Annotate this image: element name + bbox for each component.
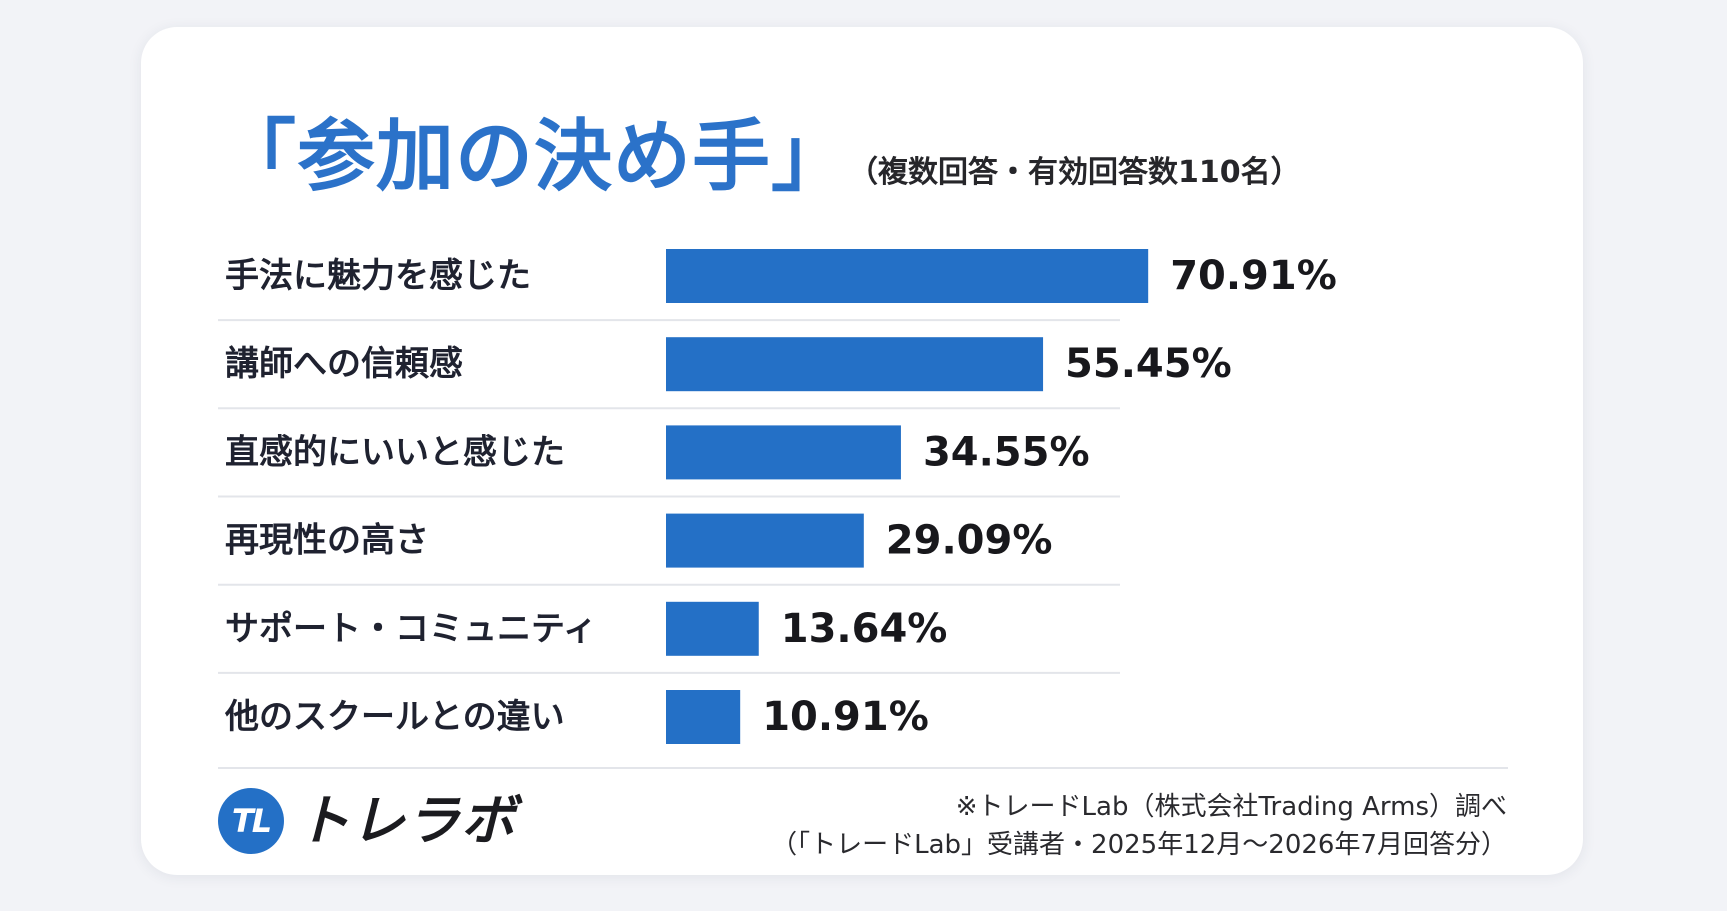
value-label: 70.91% bbox=[1170, 253, 1337, 299]
bar bbox=[666, 513, 864, 568]
bar bbox=[666, 601, 759, 656]
bar bbox=[666, 690, 741, 744]
value-label: 34.55% bbox=[923, 429, 1090, 475]
bar bbox=[666, 337, 1044, 392]
category-label: 講師への信頼感 bbox=[225, 344, 463, 384]
value-label: 55.45% bbox=[1065, 341, 1232, 387]
category-label: 再現性の高さ bbox=[225, 521, 429, 561]
category-label: 直感的にいいと感じた bbox=[225, 432, 565, 472]
footnote-line-2: （「トレードLab」受講者・2025年12月〜2026年7月回答分） bbox=[771, 830, 1507, 860]
bar bbox=[666, 249, 1149, 303]
value-label: 13.64% bbox=[781, 606, 948, 652]
value-label: 29.09% bbox=[886, 518, 1053, 564]
logo-mark-icon: TL bbox=[218, 788, 284, 854]
chart-subtitle: （複数回答・有効回答数110名） bbox=[848, 155, 1301, 190]
value-label: 10.91% bbox=[762, 694, 929, 740]
source-footnote: ※トレードLab（株式会社Trading Arms）調べ （「トレードLab」受… bbox=[771, 788, 1507, 864]
trelabo-logo: TL トレラボ bbox=[218, 786, 516, 856]
logo-text: トレラボ bbox=[296, 789, 516, 852]
category-label: 手法に魅力を感じた bbox=[225, 256, 531, 296]
category-label: サポート・コミュニティ bbox=[225, 609, 597, 649]
footnote-line-1: ※トレードLab（株式会社Trading Arms）調べ bbox=[955, 792, 1507, 822]
bar bbox=[666, 425, 901, 480]
chart-title: 「参加の決め手」 bbox=[218, 112, 851, 202]
category-label: 他のスクールとの違い bbox=[224, 697, 565, 737]
